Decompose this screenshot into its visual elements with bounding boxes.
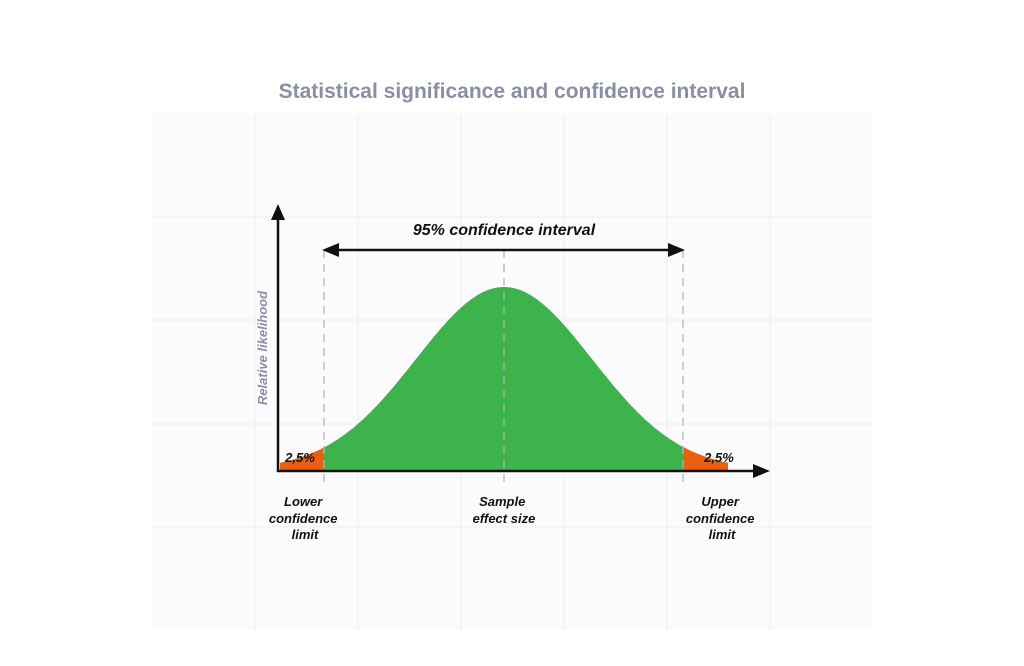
sample-effect-label-line2: effect size: [473, 511, 536, 526]
left-tail-label: 2,5%: [284, 450, 315, 465]
lower-limit-label-line2: confidence: [269, 511, 338, 526]
lower-limit-label-line3: limit: [292, 527, 319, 542]
lower-limit-label-line1: Lower: [284, 494, 323, 509]
page-title: Statistical significance and confidence …: [278, 80, 746, 103]
right-tail-area: [683, 446, 728, 470]
left-tail-area: [280, 447, 324, 470]
right-tail-label: 2,5%: [703, 450, 734, 465]
upper-limit-label-line2: confidence: [686, 511, 755, 526]
lower-limit-label: Lower confidence limit: [269, 494, 341, 542]
sample-effect-label-line1: Sample: [479, 494, 525, 509]
upper-limit-label-line1: Upper: [701, 494, 740, 509]
y-axis-label: Relative likelihood: [255, 290, 270, 405]
interval-arrow-right-head: [668, 243, 685, 257]
interval-label: 95% confidence interval: [413, 222, 596, 239]
interval-arrow-left-head: [322, 243, 339, 257]
x-axis-arrowhead: [753, 464, 770, 478]
upper-limit-label-line3: limit: [709, 527, 736, 542]
y-axis-arrowhead: [271, 204, 285, 220]
upper-limit-label: Upper confidence limit: [686, 494, 758, 542]
sample-effect-label: Sample effect size: [473, 494, 536, 526]
